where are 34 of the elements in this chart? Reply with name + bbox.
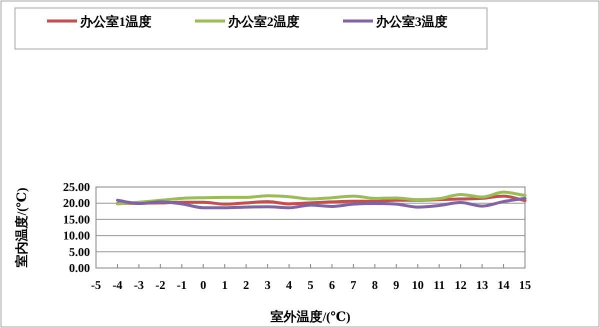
x-tick-label: 15 [519, 278, 531, 292]
x-tick-label: 2 [243, 278, 250, 292]
y-axis-title: 室内温度/(℃) [14, 188, 29, 268]
legend-label: 办公室3温度 [375, 14, 448, 29]
x-tick-label: -4 [112, 278, 122, 292]
x-tick-label: 10 [412, 278, 424, 292]
x-tick-label: 9 [393, 278, 400, 292]
x-tick-label: -2 [155, 278, 166, 292]
line-series [116, 190, 526, 206]
x-tick-label: 4 [286, 278, 292, 292]
x-tick-label: -3 [134, 278, 144, 292]
x-tick-label: 0 [200, 278, 206, 292]
x-tick-label: 3 [264, 278, 271, 292]
x-tick-label: 8 [372, 278, 378, 292]
legend-label: 办公室1温度 [79, 14, 152, 29]
x-tick-label: 11 [434, 278, 445, 292]
line-series [116, 196, 526, 210]
x-tick-label: 7 [350, 278, 356, 292]
y-tick-label: 5.00 [69, 244, 90, 259]
y-tick-label: 20.00 [63, 196, 90, 210]
legend-label: 办公室2温度 [227, 14, 300, 29]
y-tick-label: 15.00 [63, 212, 90, 226]
y-tick-label: 25.00 [63, 180, 90, 194]
x-tick-label: 14 [498, 278, 510, 292]
x-tick-label: 6 [328, 278, 335, 292]
x-tick-label: -5 [91, 278, 101, 292]
x-tick-label: -1 [176, 278, 187, 292]
x-axis-title: 室外温度/(℃) [270, 309, 350, 324]
y-tick-label: 10.00 [63, 228, 90, 243]
x-tick-label: 1 [222, 278, 228, 292]
x-tick-label: 5 [308, 278, 314, 292]
x-tick-label: 12 [454, 278, 467, 292]
y-tick-label: 0.00 [69, 261, 90, 275]
x-tick-label: 13 [476, 278, 488, 292]
